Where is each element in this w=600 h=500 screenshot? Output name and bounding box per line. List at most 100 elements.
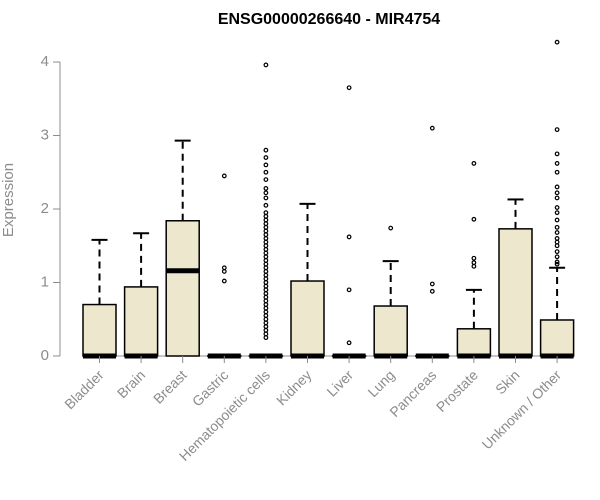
box-7 — [331, 85, 367, 359]
box-10 — [456, 161, 492, 359]
x-tick-label: Lung — [364, 367, 397, 400]
box-11 — [498, 198, 533, 359]
outlier-point — [554, 127, 560, 133]
outlier-point — [263, 331, 269, 337]
outlier-point — [429, 281, 435, 287]
box — [498, 228, 533, 357]
outlier-point — [263, 210, 269, 216]
outlier-point — [471, 255, 477, 261]
box — [82, 303, 117, 357]
box-3 — [165, 139, 200, 357]
x-tick-label: Bladder — [61, 367, 107, 413]
outlier-point — [429, 288, 435, 294]
outlier-point — [263, 235, 269, 241]
box — [165, 220, 200, 357]
box-2 — [123, 232, 159, 359]
outlier-point — [263, 261, 269, 267]
outlier-point — [263, 62, 269, 68]
outlier-point — [554, 169, 560, 175]
outlier-point — [263, 258, 269, 263]
outlier-point — [554, 230, 560, 235]
outlier-point — [554, 224, 560, 230]
box-6 — [290, 202, 325, 359]
outlier-point — [429, 125, 435, 131]
outlier-point — [221, 173, 227, 179]
outlier-point — [263, 324, 269, 330]
outlier-point — [263, 162, 269, 168]
box-1 — [82, 238, 117, 359]
outlier-point — [554, 190, 560, 196]
x-tick-label: Brain — [114, 367, 148, 401]
outlier-point — [221, 265, 227, 271]
outlier-point — [263, 283, 269, 289]
box — [539, 319, 575, 357]
x-tick-label: Kidney — [273, 367, 315, 409]
box-8 — [373, 225, 408, 359]
outlier-point — [263, 243, 269, 249]
outlier-point — [346, 340, 352, 346]
outlier-point — [263, 294, 269, 300]
chart-title: ENSG00000266640 - MIR4754 — [218, 11, 440, 28]
outlier-point — [554, 254, 560, 260]
outlier-point — [263, 147, 269, 153]
outlier-point — [554, 217, 560, 223]
outlier-point — [263, 272, 269, 278]
outlier-point — [346, 85, 352, 91]
box-5 — [248, 62, 284, 359]
outlier-point — [263, 169, 269, 175]
x-tick-label: Liver — [323, 367, 356, 400]
outlier-point — [554, 184, 560, 190]
outlier-point — [263, 320, 269, 326]
outlier-point — [263, 217, 269, 223]
outlier-point — [263, 202, 269, 208]
box-12 — [539, 39, 575, 359]
outlier-point — [263, 186, 269, 191]
outlier-point — [263, 291, 269, 296]
x-tick-label: Skin — [492, 367, 523, 398]
outlier-point — [346, 287, 352, 293]
outlier-point — [346, 234, 352, 240]
outlier-point — [554, 161, 560, 166]
outlier-point — [388, 225, 394, 231]
y-tick-label: 1 — [41, 273, 49, 290]
outlier-point — [263, 232, 269, 238]
outlier-point — [263, 309, 269, 315]
outlier-point — [263, 287, 269, 293]
y-tick-label: 2 — [41, 200, 49, 217]
outlier-point — [263, 335, 269, 341]
outlier-point — [263, 305, 269, 311]
x-tick-label: Prostate — [433, 367, 481, 415]
outlier-point — [263, 213, 269, 219]
outlier-point — [554, 205, 560, 210]
box — [456, 328, 492, 357]
outlier-point — [263, 316, 269, 322]
outlier-point — [554, 210, 560, 216]
y-tick-label: 3 — [41, 126, 49, 143]
outlier-point — [221, 269, 227, 274]
outlier-point — [263, 265, 269, 271]
outlier-point — [263, 276, 269, 282]
outlier-point — [263, 221, 269, 227]
y-tick-label: 4 — [41, 53, 49, 70]
outlier-point — [471, 263, 477, 269]
outlier-point — [263, 228, 269, 234]
outlier-point — [471, 260, 477, 266]
outlier-point — [554, 259, 560, 265]
outlier-point — [263, 224, 269, 230]
outlier-point — [471, 161, 477, 166]
box-9 — [415, 125, 450, 359]
x-tick-label: Unknown / Other — [479, 367, 565, 453]
outlier-point — [263, 298, 269, 304]
box — [373, 305, 408, 357]
outlier-point — [554, 235, 560, 241]
outlier-point — [263, 313, 269, 318]
outlier-point — [263, 269, 269, 274]
boxes — [82, 39, 575, 359]
outlier-point — [554, 249, 560, 255]
box — [290, 280, 325, 357]
outlier-point — [263, 254, 269, 260]
outlier-point — [263, 177, 269, 183]
outlier-point — [554, 195, 560, 201]
outlier-point — [554, 39, 560, 45]
